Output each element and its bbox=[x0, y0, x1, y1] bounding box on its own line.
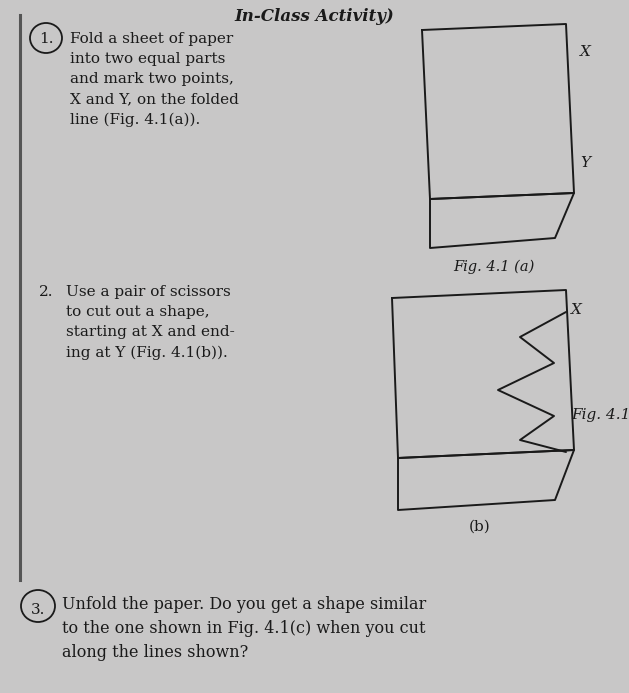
Text: Use a pair of scissors
to cut out a shape,
starting at X and end-
ing at Y (Fig.: Use a pair of scissors to cut out a shap… bbox=[66, 285, 235, 360]
Text: Fold a sheet of paper
into two equal parts
and mark two points,
X and Y, on the : Fold a sheet of paper into two equal par… bbox=[70, 32, 239, 127]
Text: In-Class Activity): In-Class Activity) bbox=[234, 8, 394, 25]
Text: 3.: 3. bbox=[31, 603, 45, 617]
Text: 2.: 2. bbox=[39, 285, 53, 299]
Text: X: X bbox=[571, 303, 582, 317]
Text: X: X bbox=[580, 45, 591, 59]
Text: Unfold the paper. Do you get a shape similar
to the one shown in Fig. 4.1(c) whe: Unfold the paper. Do you get a shape sim… bbox=[62, 596, 426, 661]
Text: Y: Y bbox=[580, 156, 590, 170]
Text: Fig. 4.1 (a): Fig. 4.1 (a) bbox=[454, 260, 535, 274]
Text: (b): (b) bbox=[469, 520, 491, 534]
Text: Fig. 4.1 (a): Fig. 4.1 (a) bbox=[571, 407, 629, 422]
Text: 1.: 1. bbox=[39, 32, 53, 46]
